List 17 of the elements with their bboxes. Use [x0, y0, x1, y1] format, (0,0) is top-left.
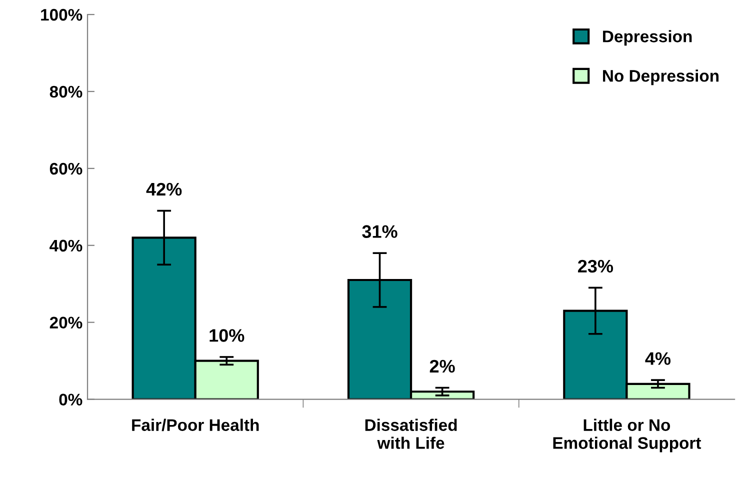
y-tick-label: 40% — [50, 240, 82, 252]
legend-label: No Depression — [603, 70, 719, 86]
data-label: 10% — [210, 329, 244, 342]
y-tick-label: 0% — [59, 394, 82, 406]
y-tick-label: 60% — [50, 162, 82, 175]
y-tick-label: 80% — [50, 86, 82, 98]
legend-label: Depression — [603, 30, 692, 46]
y-tick-label: 100% — [41, 8, 82, 21]
data-label: 23% — [578, 260, 614, 273]
y-tick-label: 20% — [50, 316, 82, 329]
x-tick-label: Little or No Emotional Support — [553, 418, 702, 452]
data-label: 31% — [362, 225, 398, 238]
x-tick-label: Fair/Poor Health — [132, 418, 259, 432]
data-label: 2% — [430, 360, 455, 373]
data-label: 42% — [146, 182, 182, 196]
x-tick-label: Dissatisfied with Life — [365, 418, 457, 449]
data-label: 4% — [645, 352, 671, 365]
